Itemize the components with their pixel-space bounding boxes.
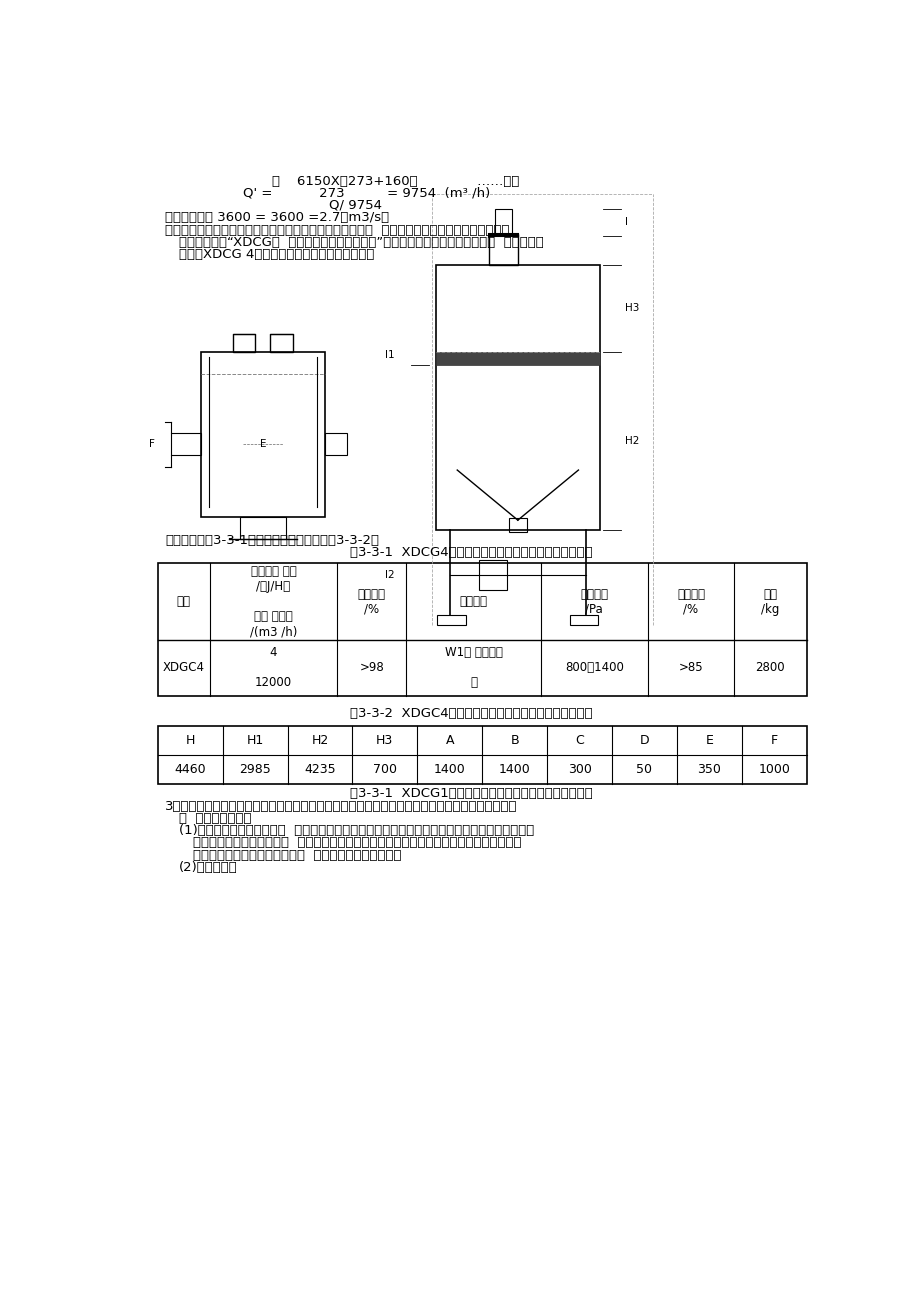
Text: 公司所提供的“XDCG型  陶瓷多管高效脱硫除尘器”（《国家级科技成果重点推广计  划》项目）: 公司所提供的“XDCG型 陶瓷多管高效脱硫除尘器”（《国家级科技成果重点推广计 … <box>179 236 543 249</box>
Bar <box>233 333 255 352</box>
Text: 脱硫效率
/%: 脱硫效率 /% <box>676 587 704 616</box>
Bar <box>436 352 599 365</box>
Text: A: A <box>445 734 453 747</box>
Text: 4235: 4235 <box>304 763 335 776</box>
Bar <box>489 234 517 264</box>
Bar <box>200 352 325 517</box>
Text: H: H <box>186 734 195 747</box>
Text: >85: >85 <box>678 661 702 674</box>
Text: 表3-3-1  XDCG4型陶瓷多管高效脱硫除尘器产品性能规格: 表3-3-1 XDCG4型陶瓷多管高效脱硫除尘器产品性能规格 <box>350 546 592 559</box>
Text: E: E <box>259 439 266 449</box>
Text: E: E <box>705 734 712 747</box>
Text: 350: 350 <box>697 763 720 776</box>
Text: (2)管径的确定: (2)管径的确定 <box>179 861 238 874</box>
Text: H1: H1 <box>246 734 264 747</box>
Text: D: D <box>639 734 649 747</box>
Bar <box>325 434 346 454</box>
Bar <box>478 560 506 590</box>
Text: 700: 700 <box>372 763 396 776</box>
Text: W1级 林格曼黑

度: W1级 林格曼黑 度 <box>444 646 502 689</box>
Bar <box>508 518 527 533</box>
Text: H3: H3 <box>624 303 639 312</box>
Text: Q/ 9754: Q/ 9754 <box>329 199 381 212</box>
Text: 根据工况下的烟气量、烟气温度及要求达到的除尘效率确定  尘器；由陕西蓝天锅炉设备制造有限: 根据工况下的烟气量、烟气温度及要求达到的除尘效率确定 尘器；由陕西蓝天锅炉设备制… <box>165 224 509 237</box>
Bar <box>569 616 597 625</box>
Text: 中选取XDCG 4型陶瓷多管高效脱硫除尘器。产品: 中选取XDCG 4型陶瓷多管高效脱硫除尘器。产品 <box>179 247 374 260</box>
Text: F: F <box>149 439 154 449</box>
Text: 质量
/kg: 质量 /kg <box>760 587 778 616</box>
Text: 1400: 1400 <box>434 763 465 776</box>
Text: XDGC4: XDGC4 <box>163 661 204 674</box>
Text: H2: H2 <box>311 734 328 747</box>
Text: F: F <box>770 734 777 747</box>
Text: 设备阻力
/Pa: 设备阻力 /Pa <box>580 587 607 616</box>
Text: ，    6150X（273+160）              ……，、: ， 6150X（273+160） ……，、 <box>272 174 518 187</box>
Text: (1)各装置及管道布置的原则  根据锅炉运行情况及锅炉现场的实际情况确定各装置的位置。一旦确: (1)各装置及管道布置的原则 根据锅炉运行情况及锅炉现场的实际情况确定各装置的位… <box>179 824 534 837</box>
Text: 表3-3-2  XDGC4型陶瓷多管高效脱硫除尘器外型结构尺寸: 表3-3-2 XDGC4型陶瓷多管高效脱硫除尘器外型结构尺寸 <box>350 707 592 720</box>
Bar <box>436 264 599 530</box>
Text: 配套锅炉 容量
/（J/H）

处理 烟气量
/(m3 /h): 配套锅炉 容量 /（J/H） 处理 烟气量 /(m3 /h) <box>249 565 297 638</box>
Text: 1400: 1400 <box>498 763 530 776</box>
Bar <box>170 434 200 454</box>
Bar <box>240 517 286 539</box>
Text: 凑、管路短、占地面积小，并使  安装、操作和检修方便。: 凑、管路短、占地面积小，并使 安装、操作和检修方便。 <box>193 849 402 862</box>
Text: 则烟气流量为 3600 = 3600 =2.7（m3/s）: 则烟气流量为 3600 = 3600 =2.7（m3/s） <box>165 211 389 224</box>
Text: 以  及系统总阻力。: 以 及系统总阻力。 <box>179 812 252 825</box>
Text: 4

12000: 4 12000 <box>255 646 291 689</box>
Text: I1: I1 <box>384 350 394 359</box>
Text: 除尘效率
/%: 除尘效率 /% <box>357 587 385 616</box>
Text: 3、确定除尘器、风机、烟囱的位置及管道布置。并计算各管道的管径、长度、烟囱高度和出口内径: 3、确定除尘器、风机、烟囱的位置及管道布置。并计算各管道的管径、长度、烟囱高度和… <box>165 801 516 814</box>
Text: 300: 300 <box>567 763 591 776</box>
Text: 型号: 型号 <box>176 595 190 608</box>
Text: 2800: 2800 <box>754 661 784 674</box>
Bar <box>158 564 806 695</box>
Text: 2985: 2985 <box>239 763 271 776</box>
Text: Q' =           273          = 9754  (m³ /h): Q' = 273 = 9754 (m³ /h) <box>243 186 490 199</box>
Bar <box>437 616 465 625</box>
Text: C: C <box>574 734 584 747</box>
Text: 50: 50 <box>636 763 652 776</box>
Text: 性能规格见表3-3-1，设备外形结构尺寸见表3-3-2。: 性能规格见表3-3-1，设备外形结构尺寸见表3-3-2。 <box>165 534 379 547</box>
Text: >98: >98 <box>359 661 384 674</box>
Bar <box>270 333 293 352</box>
Text: 定各装置的位置，管道的布  置也就基本可以确定了。对各装置及管道的布置应力求简单、紧: 定各装置的位置，管道的布 置也就基本可以确定了。对各装置及管道的布置应力求简单、… <box>193 836 521 849</box>
Text: 1000: 1000 <box>757 763 789 776</box>
Text: H3: H3 <box>376 734 393 747</box>
Text: I2: I2 <box>384 570 394 581</box>
Text: 排烟黑度: 排烟黑度 <box>460 595 487 608</box>
Text: 图3-3-1  XDCG1型陶瓷多管高效脱硫除尘器外形结构尺寸: 图3-3-1 XDCG1型陶瓷多管高效脱硫除尘器外形结构尺寸 <box>350 788 592 801</box>
Text: I: I <box>624 217 627 228</box>
Text: 4460: 4460 <box>175 763 206 776</box>
Text: H2: H2 <box>624 436 639 447</box>
Bar <box>158 725 806 784</box>
Text: B: B <box>510 734 518 747</box>
Bar <box>494 210 512 234</box>
Text: 800～1400: 800～1400 <box>564 661 623 674</box>
